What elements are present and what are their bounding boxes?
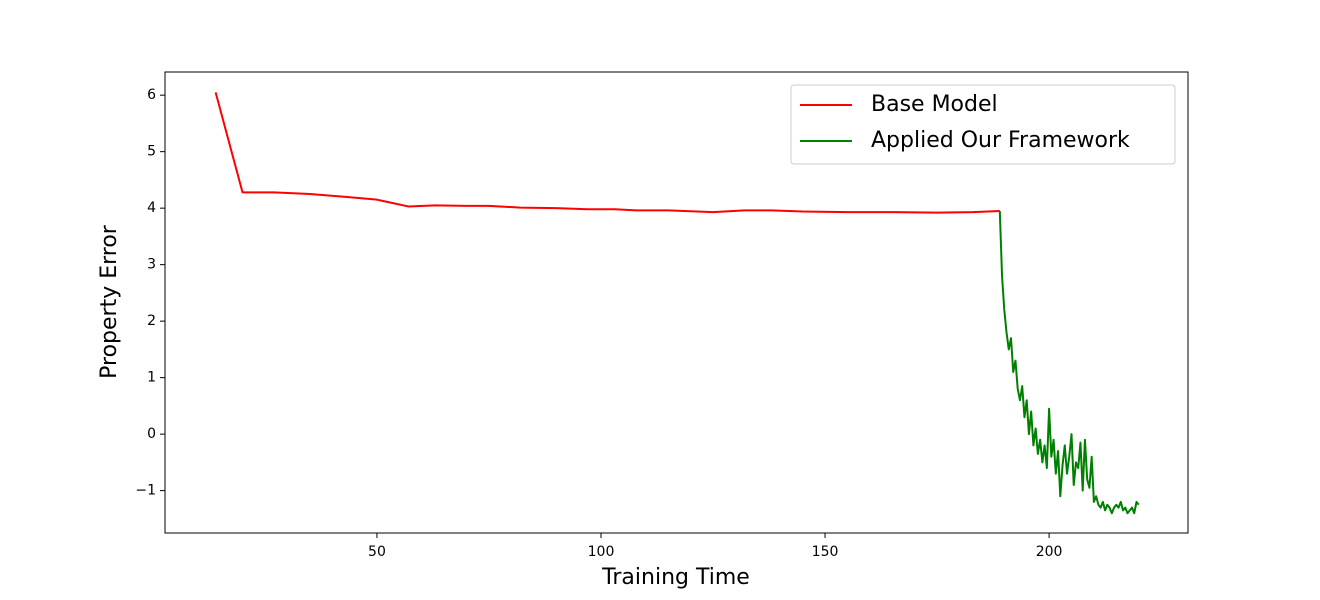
x-tick-label: 50 bbox=[368, 544, 386, 560]
y-tick-label: 0 bbox=[147, 426, 156, 442]
legend-label: Base Model bbox=[871, 92, 998, 117]
data-line bbox=[214, 92, 1000, 214]
y-tick-label: 6 bbox=[147, 87, 156, 103]
x-tick-label: 100 bbox=[588, 544, 615, 560]
legend-label: Applied Our Framework bbox=[871, 128, 1130, 153]
y-tick-label: 1 bbox=[147, 370, 156, 386]
data-line bbox=[998, 210, 1140, 515]
legend-box bbox=[790, 84, 1176, 165]
y-tick-label: 3 bbox=[147, 257, 156, 273]
y-axis-label: Property Error bbox=[97, 224, 122, 379]
plot-frame bbox=[164, 71, 1189, 534]
x-tick-label: 150 bbox=[812, 544, 839, 560]
y-tick-label: 2 bbox=[147, 313, 156, 329]
y-tick-label: 4 bbox=[147, 200, 156, 216]
x-axis-label: Training Time bbox=[601, 565, 750, 590]
y-tick-label: 5 bbox=[147, 144, 156, 160]
y-tick-label: −1 bbox=[135, 483, 156, 499]
x-tick-label: 200 bbox=[1036, 544, 1063, 560]
